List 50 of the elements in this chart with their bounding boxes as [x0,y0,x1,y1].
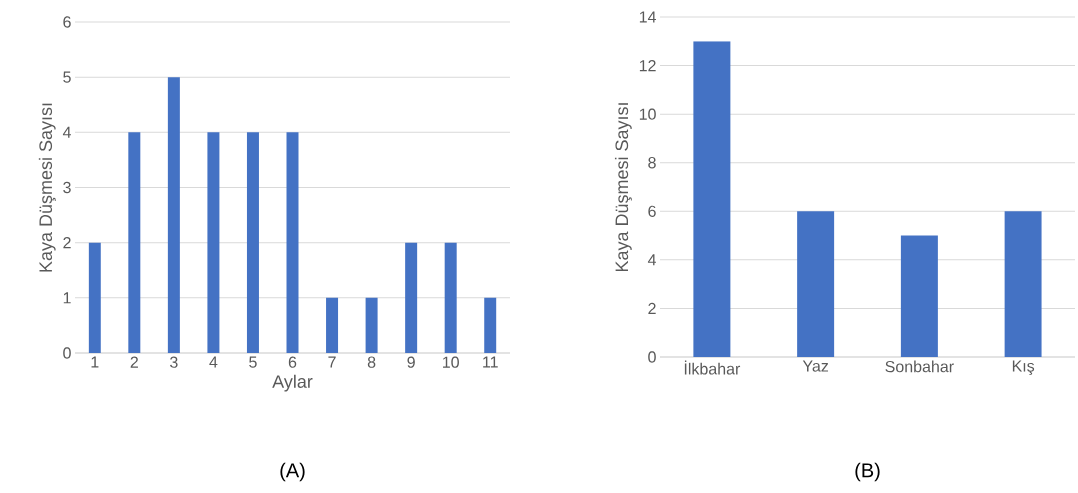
x-tick-label: 11 [483,356,498,368]
y-tick-label: 12 [639,59,656,72]
bar [365,297,378,353]
bar [286,132,299,353]
x-tick-label: İlkbahar [684,360,741,375]
bar [900,235,938,357]
y-axis-title: Kaya Düşmesi Sayısı [614,103,632,272]
bar [88,242,101,353]
x-tick-label: 10 [443,356,459,368]
y-tick-label: 14 [639,11,656,23]
x-tick-label: 3 [170,356,178,368]
bar [444,242,457,353]
text: (B) [855,462,880,482]
x-tick-label: Sonbahar [885,360,954,373]
x-tick-label: 6 [288,356,297,368]
y-tick-label: 0 [63,347,71,359]
x-tick-label: Kış [1012,360,1035,375]
y-tick-label: 6 [648,205,656,217]
bar [797,211,835,357]
bar [246,132,259,353]
y-tick-label: 4 [62,126,71,138]
bar [484,297,497,353]
y-tick-label: 5 [63,71,71,83]
x-tick-label: 8 [367,356,376,368]
x-tick-label: 7 [328,356,336,368]
bar [207,132,220,353]
bar [405,242,418,353]
x-tick-label: 4 [209,356,218,368]
y-tick-label: 3 [63,181,71,194]
y-tick-label: 2 [63,237,71,249]
bar [693,41,731,357]
y-axis-title: Kaya Düşmesi Sayısı [38,103,56,272]
x-tick-label: 2 [130,356,138,368]
bar [167,77,180,353]
x-tick-label: Yaz [802,360,829,372]
x-tick-label: 1 [91,356,99,368]
bar [326,297,339,353]
y-tick-label: 2 [648,302,656,315]
x-tick-label: 5 [249,356,257,368]
y-tick-label: 4 [647,254,656,266]
y-tick-label: 6 [63,16,71,28]
y-tick-label: 1 [63,292,71,304]
x-tick-label: 9 [407,356,415,368]
x-axis-title: Aylar [272,374,313,392]
bar [128,132,141,353]
y-tick-label: 0 [648,351,656,363]
y-tick-label: 10 [639,108,656,120]
y-tick-label: 8 [648,157,656,169]
text: (A) [280,462,305,482]
bar [1004,211,1042,357]
